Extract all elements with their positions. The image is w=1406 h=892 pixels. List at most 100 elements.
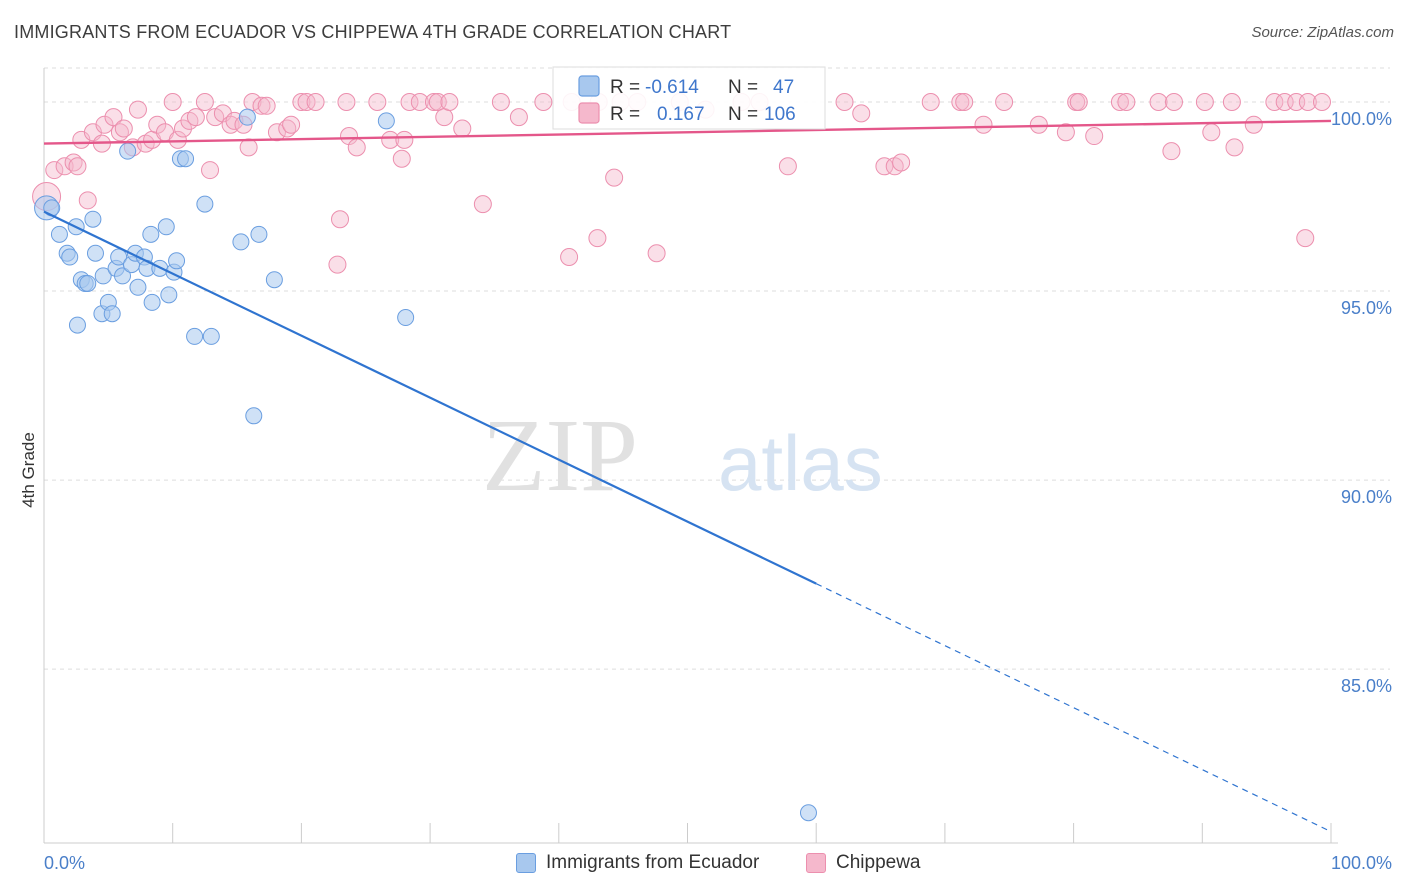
ecuador-point [377, 112, 395, 130]
chippewa-point [128, 100, 147, 119]
stats-legend: R = -0.614 N = 47 R = 0.167 N = 106 [552, 66, 826, 130]
chippewa-point [435, 108, 454, 127]
chippewa-point [267, 123, 286, 142]
chippewa-point [778, 157, 797, 176]
ecuador-point [79, 274, 97, 292]
chippewa-point [1117, 93, 1136, 112]
chippewa-point [68, 157, 87, 176]
y-tick-label: 85.0% [1341, 676, 1392, 696]
watermark: ZIP atlas [482, 398, 883, 513]
y-axis-tick-labels: 85.0% 90.0% 95.0% 100.0% [1331, 109, 1392, 696]
chippewa-point [424, 93, 443, 112]
chippewa-point [974, 115, 993, 134]
chippewa-point [163, 93, 182, 112]
chippewa-point [257, 96, 276, 115]
chippewa-point [239, 138, 258, 157]
chippewa-point [1164, 93, 1183, 112]
legend-item-chippewa: Chippewa [806, 852, 921, 874]
chippewa-point [368, 93, 387, 112]
chippewa-point [835, 93, 854, 112]
legend-label-ecuador: Immigrants from Ecuador [546, 852, 760, 873]
chippewa-point [605, 168, 624, 187]
ecuador-point [238, 108, 256, 126]
ecuador-trend-extension [815, 583, 1332, 833]
chippewa-point [875, 157, 894, 176]
legend-swatch-ecuador-bottom [516, 853, 536, 873]
chippewa-point [1149, 93, 1168, 112]
ecuador-point [397, 309, 415, 327]
ecuador-point [232, 233, 250, 251]
chippewa-point [588, 229, 607, 248]
ecuador-point [202, 327, 220, 345]
chippewa-point [95, 115, 114, 134]
legend-n-value-chippewa: 106 [764, 104, 796, 125]
legend-r-value-ecuador: -0.614 [645, 77, 699, 98]
ecuador-point [86, 244, 104, 262]
ecuador-point [157, 218, 175, 236]
ecuador-point [119, 142, 137, 160]
ecuador-points [34, 108, 817, 822]
chippewa-point [400, 93, 419, 112]
ecuador-point [61, 248, 79, 266]
ecuador-point [129, 278, 147, 296]
chippewa-point [453, 119, 472, 138]
chippewa-point [1312, 93, 1331, 112]
x-axis-tick-labels: 0.0% 100.0% [44, 853, 1392, 873]
chippewa-point [951, 93, 970, 112]
chippewa-trend-line [43, 119, 1332, 145]
legend-label-chippewa: Chippewa [836, 852, 921, 873]
chippewa-point [852, 104, 871, 123]
ecuador-point [265, 271, 283, 289]
trend-lines [43, 119, 1332, 833]
chippewa-point [1162, 142, 1181, 161]
chippewa-point [647, 244, 666, 263]
chippewa-point [491, 93, 510, 112]
chippewa-point [328, 255, 347, 274]
chippewa-point [892, 153, 911, 172]
ecuador-point [177, 150, 195, 168]
chippewa-point [560, 248, 579, 267]
chippewa-point [1069, 93, 1088, 112]
ecuador-point [799, 804, 817, 822]
chippewa-point [45, 161, 64, 180]
chippewa-point [473, 195, 492, 214]
ecuador-point [186, 327, 204, 345]
legend-n-label-chippewa: N = [728, 104, 758, 125]
ecuador-point [168, 252, 186, 270]
ecuador-point [160, 286, 178, 304]
legend-swatch-chippewa-bottom [806, 853, 826, 873]
chippewa-point [148, 115, 167, 134]
chippewa-point [292, 93, 311, 112]
chippewa-point [347, 138, 366, 157]
chippewa-point [173, 119, 192, 138]
legend-swatch-ecuador [578, 75, 600, 97]
source-label: Source: ZipAtlas.com [1251, 24, 1394, 41]
ecuador-point [110, 248, 128, 266]
legend-n-value-ecuador: 47 [773, 77, 794, 98]
ecuador-point [142, 225, 160, 243]
chippewa-point [1056, 123, 1075, 142]
chippewa-point [201, 161, 220, 180]
ecuador-point [94, 267, 112, 285]
chippewa-point [306, 93, 325, 112]
legend-r-label-ecuador: R = [610, 77, 640, 98]
chippewa-point [331, 210, 350, 229]
y-tick-label: 90.0% [1341, 487, 1392, 507]
ecuador-point [245, 407, 263, 425]
ecuador-point [68, 316, 86, 334]
chippewa-point [337, 93, 356, 112]
chippewa-point [1244, 115, 1263, 134]
chippewa-point [1195, 93, 1214, 112]
chippewa-point [1222, 93, 1241, 112]
legend-item-ecuador: Immigrants from Ecuador [516, 852, 759, 874]
chippewa-point [1296, 229, 1315, 248]
chippewa-point [381, 130, 400, 149]
chippewa-point [195, 93, 214, 112]
ecuador-point [103, 305, 121, 323]
chippewa-point [392, 149, 411, 168]
chippewa-point [114, 119, 133, 138]
chippewa-point [534, 93, 553, 112]
grid-lines [44, 67, 1390, 670]
chippewa-point [1085, 127, 1104, 146]
